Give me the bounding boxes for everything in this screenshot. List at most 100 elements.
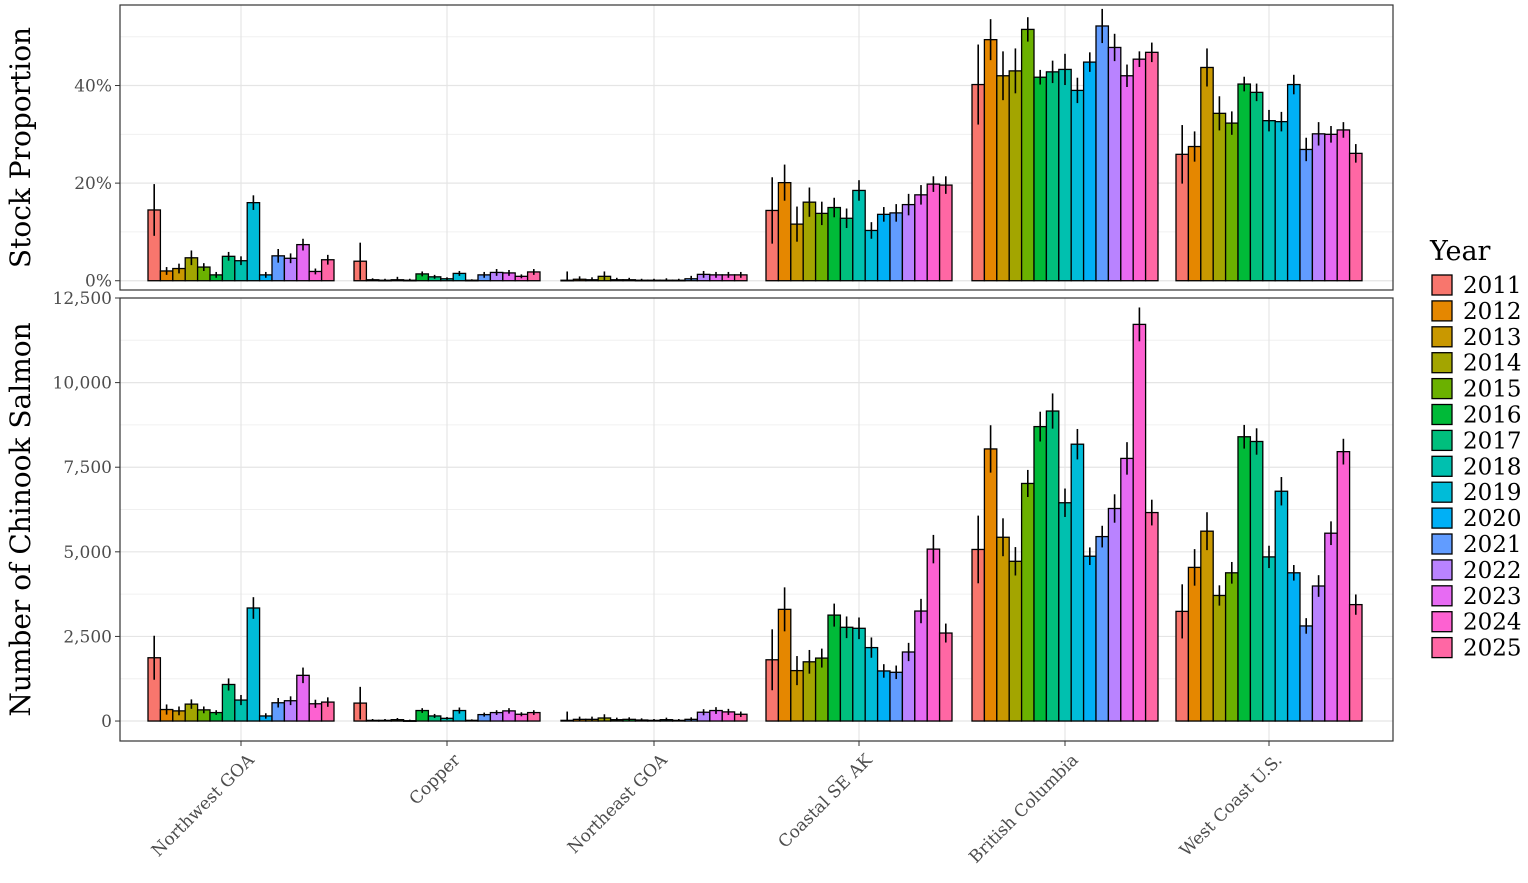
bar — [996, 536, 1010, 722]
y-axis-tick-label: 20% — [74, 174, 112, 194]
bar — [1082, 555, 1097, 722]
legend-entry-label: 2017 — [1463, 428, 1522, 454]
bar — [1020, 28, 1035, 282]
legend-swatch — [1431, 481, 1453, 503]
legend-swatch — [1431, 377, 1453, 400]
bar — [1262, 120, 1276, 282]
bar — [1336, 129, 1351, 282]
legend-entry-label: 2024 — [1463, 610, 1522, 636]
legend-swatch — [1431, 611, 1453, 633]
y-axis-tick-label: 0% — [85, 272, 112, 292]
bar — [1262, 556, 1276, 722]
y-axis-tick-label: 5,000 — [63, 543, 112, 563]
bar — [1095, 25, 1110, 282]
legend-entry-label: 2014 — [1463, 351, 1522, 377]
bar — [983, 448, 998, 722]
x-axis-tick-label: British Columbia — [965, 750, 1082, 867]
bar — [827, 614, 842, 722]
x-axis-tick-label: Copper — [406, 750, 465, 809]
bar — [1212, 594, 1227, 722]
bar — [889, 212, 904, 282]
legend-entry-label: 2011 — [1463, 273, 1522, 299]
legend-swatch — [1431, 274, 1453, 296]
bar — [1008, 70, 1023, 282]
bar — [926, 183, 941, 282]
legend-swatch — [1431, 636, 1453, 659]
bar — [1120, 457, 1134, 722]
legend-entry-label: 2023 — [1463, 584, 1522, 610]
legend-swatch — [1431, 352, 1453, 374]
bar — [996, 75, 1010, 282]
bar — [852, 627, 866, 722]
bars-layer — [147, 25, 1363, 722]
bar — [876, 213, 891, 282]
bar — [938, 184, 953, 282]
legend-swatch — [1431, 403, 1453, 426]
bar — [1324, 532, 1338, 722]
bar — [1120, 75, 1134, 282]
bar — [1070, 443, 1085, 722]
legend-swatch — [1431, 429, 1453, 452]
bar — [1224, 572, 1239, 722]
bar — [864, 646, 879, 722]
panel-border — [119, 297, 1394, 742]
legend-entry-label: 2015 — [1463, 377, 1522, 403]
y-axis-tick-label: 12,500 — [53, 289, 112, 309]
bar — [1107, 507, 1122, 722]
legend-entry-label: 2018 — [1463, 454, 1522, 480]
bar — [1095, 535, 1110, 722]
legend-swatch — [1431, 585, 1453, 607]
bar — [1033, 76, 1048, 282]
bar — [1224, 122, 1239, 282]
legend-entry-label: 2016 — [1463, 403, 1522, 429]
bar — [938, 632, 953, 722]
panels-layer — [120, 5, 1393, 741]
y-axis-tick-label: 7,500 — [63, 458, 112, 478]
y-axis-tick-label: 0 — [101, 712, 112, 732]
bar — [1249, 440, 1264, 722]
bar — [1008, 560, 1023, 722]
bar — [1274, 490, 1289, 722]
bar — [1200, 66, 1214, 282]
y-axis-title: Number of Chinook Salmon — [4, 322, 37, 716]
y-axis-tick-label: 10,000 — [53, 374, 112, 394]
bar — [889, 671, 904, 722]
legend-swatch — [1431, 559, 1453, 581]
bar — [1299, 625, 1314, 722]
bar — [246, 201, 261, 282]
bar — [1249, 91, 1264, 282]
x-axis-tick-label: West Coast U.S. — [1176, 750, 1286, 860]
bar — [1200, 530, 1214, 722]
x-axis-tick-label: Northeast GOA — [564, 750, 672, 858]
errorbars-layer — [153, 8, 1357, 722]
legend-entry-label: 2020 — [1463, 506, 1522, 532]
bar — [914, 610, 928, 722]
bar — [1132, 58, 1147, 282]
bar — [983, 38, 998, 282]
y-axis-title: Stock Proportion — [4, 27, 37, 268]
bar — [1286, 572, 1301, 722]
legend-entry-label: 2019 — [1463, 480, 1522, 506]
bar — [901, 203, 916, 282]
bar — [1144, 511, 1159, 722]
legend-entry-label: 2022 — [1463, 558, 1522, 584]
panel-border — [119, 4, 1394, 291]
legend-entry-label: 2025 — [1463, 636, 1522, 662]
bar — [1299, 148, 1314, 282]
legend: Year 20112012201320142015201620172018201… — [1429, 236, 1522, 662]
legend-entry-label: 2013 — [1463, 325, 1522, 351]
y-axis-tick-label: 40% — [74, 77, 112, 97]
bar — [1045, 71, 1060, 282]
bar — [1107, 46, 1122, 282]
bar — [1045, 410, 1060, 722]
bar — [1311, 133, 1326, 282]
bar — [1058, 68, 1072, 282]
bar — [1070, 89, 1085, 282]
bar — [914, 194, 928, 282]
legend-swatch — [1431, 455, 1453, 477]
bar — [1187, 566, 1202, 722]
legend-entry-label: 2021 — [1463, 532, 1522, 558]
legend-entry-label: 2012 — [1463, 299, 1522, 325]
y-axis-tick-label: 2,500 — [63, 627, 112, 647]
